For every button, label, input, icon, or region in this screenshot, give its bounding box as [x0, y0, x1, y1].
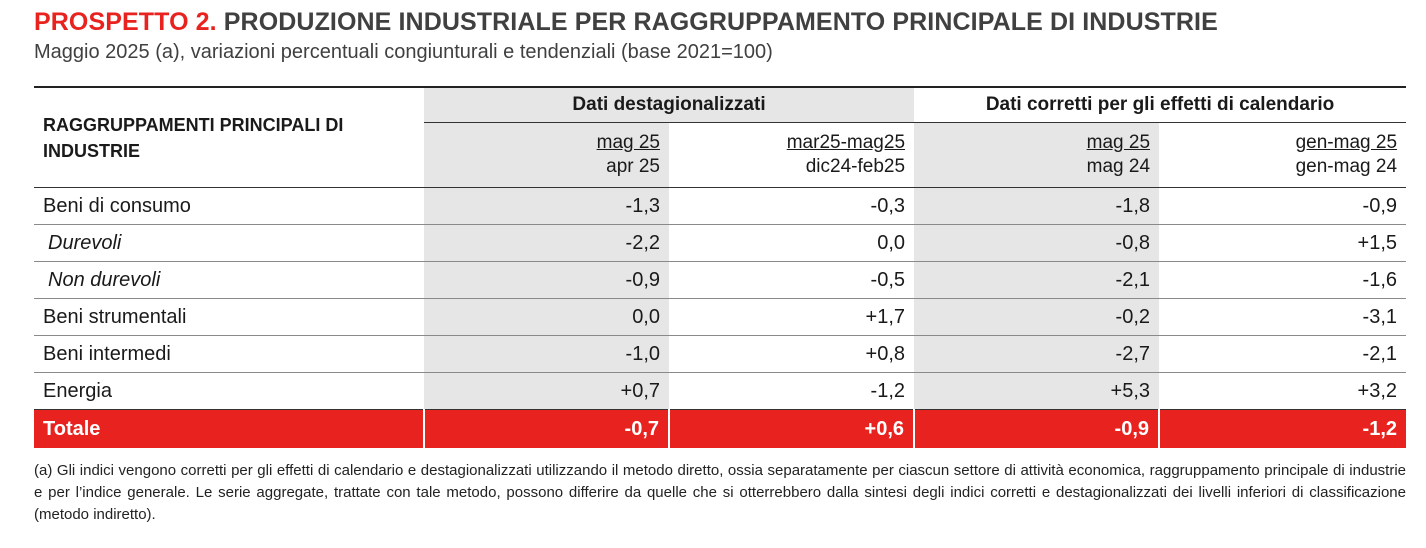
total-cell: -0,9 — [913, 409, 1160, 448]
table-cell: -1,8 — [914, 187, 1160, 225]
table-cell: +0,8 — [669, 335, 915, 373]
total-cell: -1,2 — [1158, 409, 1407, 448]
column-header: mag 25 mag 24 — [914, 122, 1160, 188]
table-cell: +1,5 — [1159, 224, 1407, 262]
production-table: RAGGRUPPAMENTI PRINCIPALI DI INDUSTRIE D… — [34, 88, 1407, 448]
table-row: Beni strumentali 0,0 +1,7 -0,2 -3,1 — [34, 298, 1407, 336]
row-label: Durevoli — [34, 224, 424, 262]
title-text: PRODUZIONE INDUSTRIALE PER RAGGRUPPAMENT… — [223, 8, 1218, 36]
table-cell: -2,1 — [1159, 335, 1407, 373]
table-cell: -1,6 — [1159, 261, 1407, 299]
column-header-bottom: mag 24 — [1086, 156, 1151, 177]
table-cell: -0,2 — [914, 298, 1160, 336]
table-cell: -0,3 — [669, 187, 915, 225]
column-header-bottom: dic24-feb25 — [805, 156, 906, 177]
column-header-bottom: gen-mag 24 — [1295, 156, 1398, 177]
prospetto-label: PROSPETTO 2. — [34, 8, 217, 36]
column-header: mag 25 apr 25 — [424, 122, 669, 188]
column-header-top: mag 25 — [1086, 132, 1151, 153]
table-cell: -0,8 — [914, 224, 1160, 262]
column-header: mar25-mag25 dic24-feb25 — [669, 123, 914, 188]
group-header-destagionalizzati: Dati destagionalizzati — [424, 88, 915, 123]
table-cell: -2,1 — [914, 261, 1160, 299]
column-header-bottom: apr 25 — [606, 156, 660, 177]
table-cell: -0,5 — [669, 261, 915, 299]
row-label: Non durevoli — [34, 261, 424, 299]
table-cell: -3,1 — [1159, 298, 1407, 336]
total-cell: -0,7 — [423, 409, 669, 448]
table-cell: -1,3 — [424, 187, 669, 225]
table-cell: -2,7 — [914, 335, 1160, 373]
table-top-rule — [34, 86, 1406, 88]
table-header-groups: RAGGRUPPAMENTI PRINCIPALI DI INDUSTRIE D… — [34, 88, 1407, 161]
data-table-wrapper: RAGGRUPPAMENTI PRINCIPALI DI INDUSTRIE D… — [34, 86, 1407, 448]
column-header-top: gen-mag 25 — [1295, 132, 1398, 153]
row-label: Energia — [34, 372, 424, 410]
table-cell: 0,0 — [669, 224, 915, 262]
table-cell: +1,7 — [669, 298, 915, 336]
page-subtitle: Maggio 2025 (a), variazioni percentuali … — [34, 41, 773, 63]
row-label: Beni intermedi — [34, 335, 424, 373]
table-row: Energia +0,7 -1,2 +5,3 +3,2 — [34, 372, 1407, 410]
table-cell: -2,2 — [424, 224, 669, 262]
table-cell: 0,0 — [424, 298, 669, 336]
column-header-top: mag 25 — [596, 132, 660, 153]
page-title: PROSPETTO 2. PRODUZIONE INDUSTRIALE PER … — [34, 8, 1218, 37]
footnote: (a) Gli indici vengono corretti per gli … — [34, 462, 1406, 523]
stub-header: RAGGRUPPAMENTI PRINCIPALI DI INDUSTRIE — [43, 114, 344, 161]
table-row: Beni intermedi -1,0 +0,8 -2,7 -2,1 — [34, 335, 1407, 373]
table-header-columns: mag 25 apr 25 mar25-mag25 dic24-feb25 ma… — [34, 122, 1406, 188]
column-header-top: mar25-mag25 — [786, 132, 906, 153]
table-cell: +5,3 — [914, 372, 1160, 410]
group-header-calendario: Dati corretti per gli effetti di calenda… — [914, 88, 1407, 123]
table-cell: -0,9 — [1159, 187, 1407, 225]
row-label: Beni strumentali — [34, 298, 424, 336]
total-cell: +0,6 — [667, 409, 915, 448]
table-cell: -0,9 — [424, 261, 669, 299]
column-header: gen-mag 25 gen-mag 24 — [1159, 123, 1406, 188]
table-cell: +0,7 — [424, 372, 669, 410]
title-block: PROSPETTO 2. PRODUZIONE INDUSTRIALE PER … — [34, 8, 1218, 64]
table-cell: -1,2 — [669, 372, 915, 410]
table-row: Beni di consumo -1,3 -0,3 -1,8 -0,9 — [34, 187, 1407, 225]
table-cell: -1,0 — [424, 335, 669, 373]
table-row: Non durevoli -0,9 -0,5 -2,1 -1,6 — [34, 261, 1407, 299]
total-label: Totale — [34, 409, 424, 448]
row-label: Beni di consumo — [34, 187, 424, 225]
table-cell: +3,2 — [1159, 372, 1407, 410]
total-row: Totale -0,7 +0,6 -0,9 -1,2 — [34, 409, 1407, 448]
table-row: Durevoli -2,2 0,0 -0,8 +1,5 — [34, 224, 1407, 262]
